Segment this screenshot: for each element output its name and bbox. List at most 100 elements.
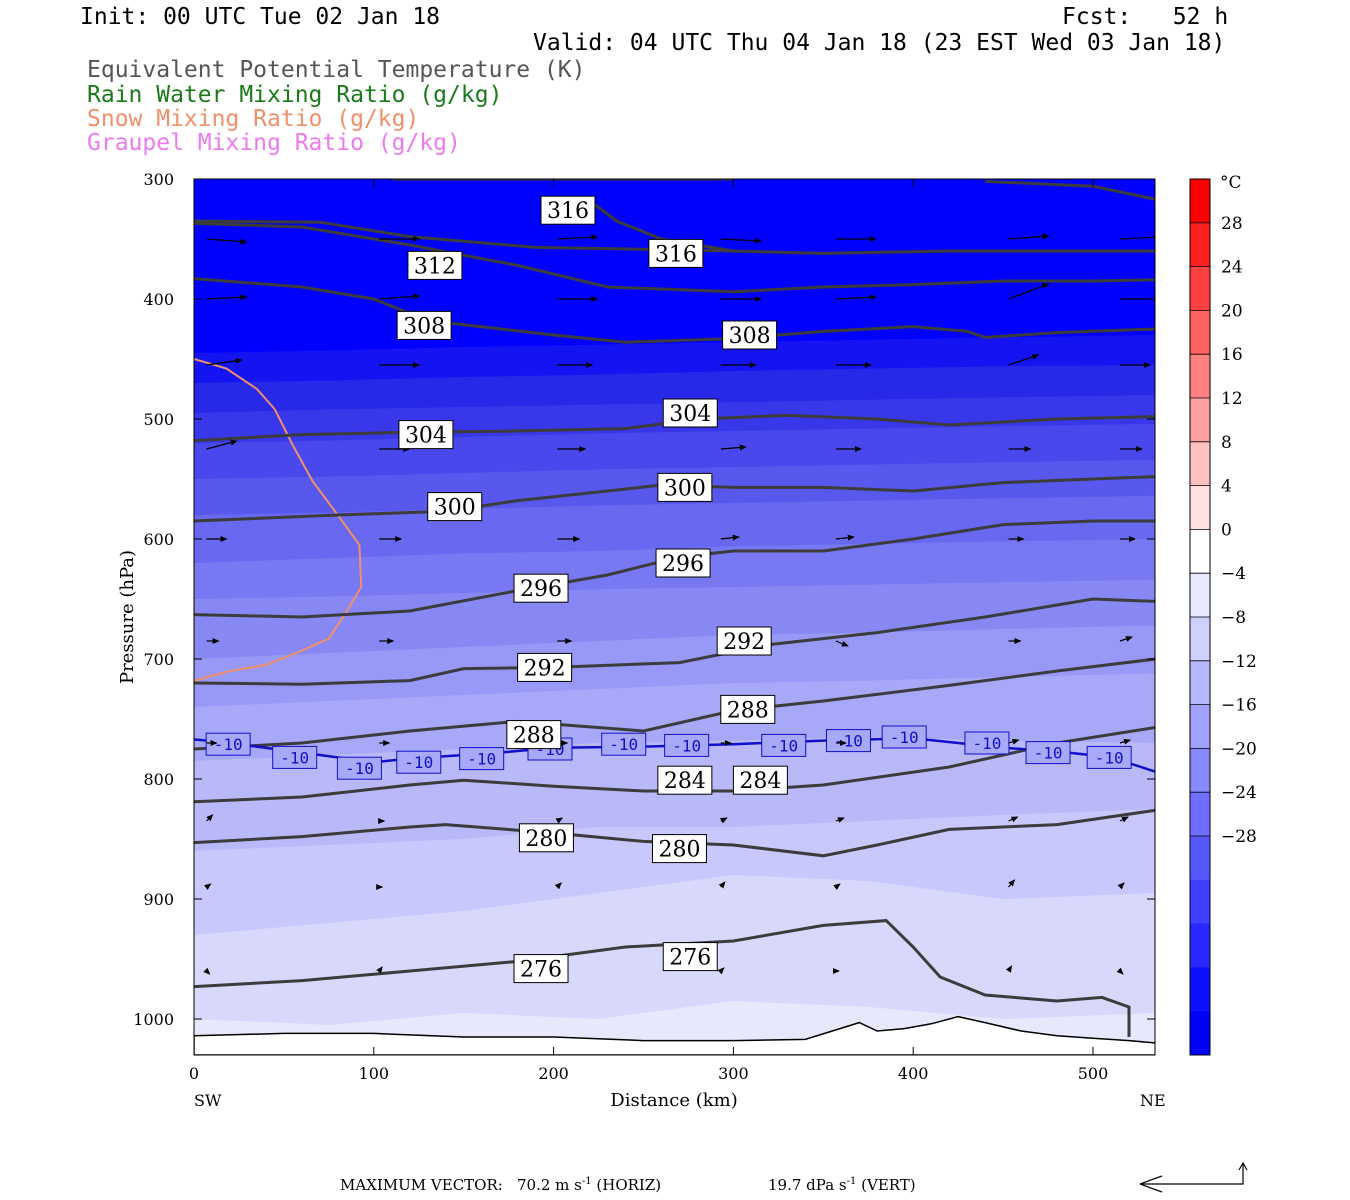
wind-vector	[1008, 879, 1016, 888]
theta-e-label: 308	[729, 324, 771, 349]
wind-vector	[1119, 234, 1155, 241]
legend-theta-e: Equivalent Potential Temperature (K)	[87, 57, 586, 83]
isotherm-label-box	[881, 725, 927, 749]
wind-vector	[720, 444, 747, 451]
isotherm-label-box	[396, 750, 442, 774]
colorbar-tick-label: −20	[1221, 739, 1257, 759]
y-tick-label: 700	[143, 650, 174, 669]
wind-vector	[1119, 816, 1129, 823]
colorbar-segment	[1190, 398, 1210, 443]
colorbar-segment	[1190, 704, 1210, 749]
y-tick-label: 300	[143, 170, 174, 189]
x-left-label: SW	[194, 1091, 222, 1110]
theta-e-label: 292	[524, 656, 566, 681]
isotherm-label-box	[336, 756, 382, 780]
theta-e-label: 300	[664, 476, 706, 501]
isotherm-label: -10	[280, 748, 309, 767]
y-tick-label: 400	[143, 290, 174, 309]
isotherm-label-box	[664, 733, 710, 757]
colorbar-tick-label: −4	[1221, 564, 1246, 584]
max-vector-horiz: 70.2 m s-1 (HORIZ)	[517, 1176, 662, 1194]
isotherm-label: -10	[672, 736, 701, 755]
x-tick-label: 400	[898, 1064, 929, 1083]
max-vector-label: MAXIMUM VECTOR:	[340, 1176, 503, 1194]
colorbar-segment	[1190, 792, 1210, 837]
theta-e-label: 276	[669, 946, 711, 971]
colorbar-tick-label: −8	[1221, 608, 1246, 628]
wind-vector	[203, 967, 211, 975]
colorbar-segment	[1190, 222, 1210, 268]
colorbar-segment	[1190, 485, 1210, 530]
isotherm-label: -10	[972, 734, 1001, 753]
wind-vector	[720, 817, 728, 824]
isotherm-label: -10	[609, 735, 638, 754]
theta-e-label: 300	[434, 496, 476, 521]
wind-vector	[720, 534, 740, 541]
theta-e-label: 280	[525, 827, 567, 852]
x-tick-label: 300	[718, 1064, 749, 1083]
theta-e-label-box	[398, 420, 454, 450]
wind-vector	[203, 883, 212, 890]
wind-vector	[1008, 283, 1050, 300]
terrain-surface	[194, 1015, 1155, 1055]
isotherm-label-box	[1086, 745, 1132, 769]
x-right-label: NE	[1140, 1091, 1166, 1110]
y-tick-label: 500	[143, 410, 174, 429]
theta-e-label: 304	[669, 402, 711, 427]
theta-e-label-box	[720, 694, 776, 724]
wind-vector	[835, 817, 845, 823]
wind-vector	[1119, 636, 1133, 642]
colorbar-segment	[1190, 179, 1210, 224]
theta-e-label-box	[427, 492, 483, 522]
isotherm-label-box	[825, 729, 871, 753]
colorbar-tick-label: 28	[1221, 214, 1243, 234]
theta-e-contour-276	[194, 919, 1131, 1037]
colorbar-tick-label: −12	[1221, 652, 1257, 672]
isotherm-label-box	[459, 747, 505, 771]
theta-e-label: 296	[520, 577, 562, 602]
wind-vector	[1116, 967, 1124, 975]
legend-snow: Snow Mixing Ratio (g/kg)	[87, 106, 420, 132]
isotherm-label: -10	[345, 759, 374, 778]
forecast-hour: Fcst: 52 h	[1062, 4, 1229, 30]
colorbar-segment	[1190, 923, 1210, 968]
theta-e-label-box	[540, 195, 596, 225]
theta-e-contour-288	[194, 657, 1155, 751]
wind-vector	[1119, 738, 1131, 745]
init-time: Init: 00 UTC Tue 02 Jan 18	[80, 4, 441, 30]
y-tick-label: 1000	[133, 1010, 174, 1029]
wind-vector	[376, 966, 383, 974]
colorbar-segment	[1190, 836, 1210, 881]
theta-e-label: 284	[739, 769, 781, 794]
isotherm-label: -10	[769, 736, 798, 755]
theta-e-label-box	[732, 765, 788, 795]
colorbar-tick-label: 4	[1221, 477, 1232, 497]
wind-vector	[1008, 816, 1019, 823]
theta-e-label-box	[651, 834, 707, 864]
theta-e-label-box	[407, 250, 463, 280]
theta-e-label-box	[518, 823, 574, 853]
wind-vector	[835, 534, 855, 541]
colorbar-tick-label: 12	[1221, 389, 1243, 409]
valid-time: Valid: 04 UTC Thu 04 Jan 18 (23 EST Wed …	[533, 30, 1226, 56]
max-vector-vert: 19.7 dPa s-1 (VERT)	[768, 1176, 916, 1194]
theta-e-label: 308	[403, 314, 445, 339]
wind-vector	[1005, 965, 1013, 973]
colorbar-segment	[1190, 617, 1210, 662]
theta-e-label: 316	[547, 199, 589, 224]
colorbar-tick-label: 16	[1221, 345, 1243, 365]
theta-e-contour-284	[194, 726, 1155, 804]
x-axis-title: Distance (km)	[610, 1090, 737, 1111]
theta-e-label-box	[396, 310, 452, 340]
theta-e-label-box	[662, 398, 718, 428]
isotherm-label: -10	[1034, 744, 1063, 763]
x-tick-label: 500	[1078, 1064, 1109, 1083]
theta-e-label: 288	[727, 698, 769, 723]
isotherm-label: -10	[1095, 748, 1124, 767]
colorbar-tick-label: 8	[1221, 433, 1232, 453]
colorbar-tick-label: 20	[1221, 301, 1243, 321]
wind-vector	[206, 439, 238, 450]
isotherm-label: -10	[214, 735, 243, 754]
snow-contour	[194, 358, 363, 682]
